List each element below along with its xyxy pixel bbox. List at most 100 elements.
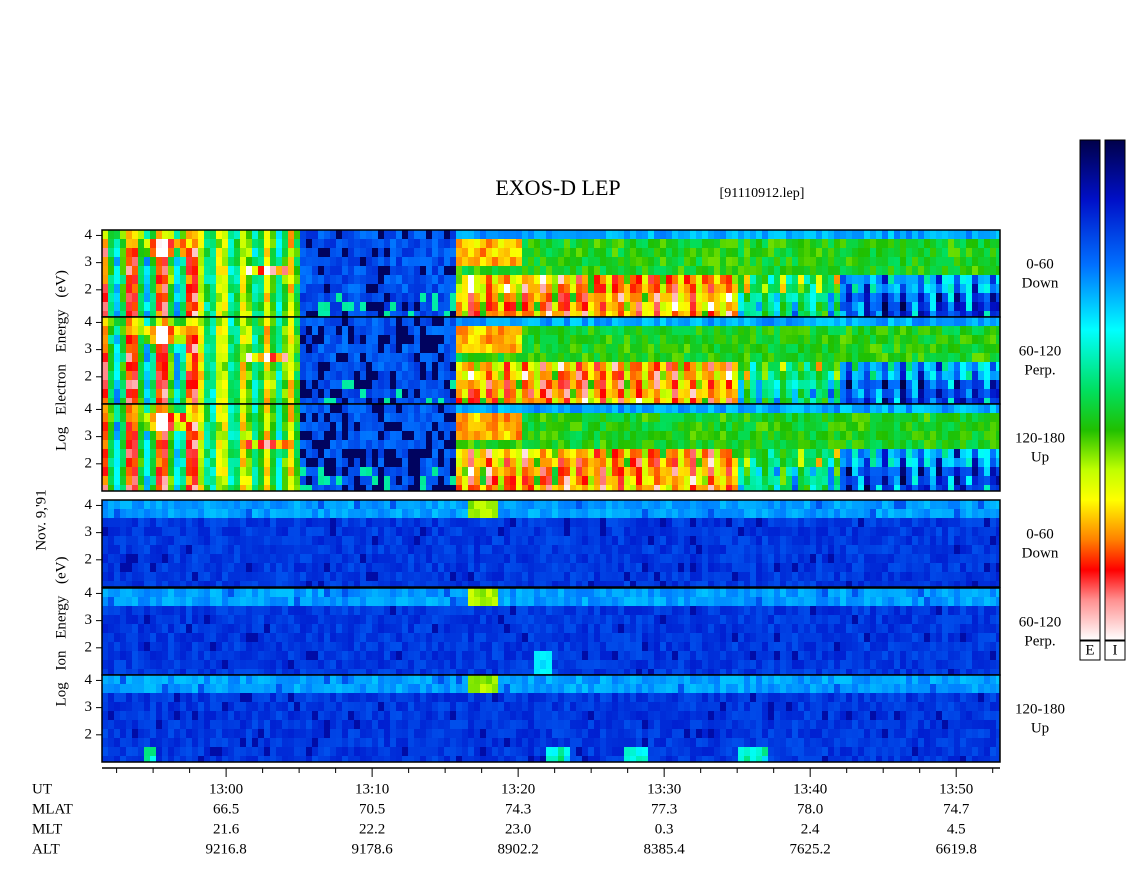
spectrogram-cell — [360, 248, 366, 257]
spectrogram-cell — [276, 317, 282, 326]
spectrogram-cell — [114, 413, 120, 422]
spectrogram-cell — [390, 398, 396, 404]
spectrogram-cell — [810, 317, 816, 326]
spectrogram-cell — [948, 431, 954, 440]
spectrogram-cell — [300, 509, 306, 518]
spectrogram-cell — [990, 317, 996, 326]
spectrogram-cell — [666, 302, 672, 311]
spectrogram-cell — [366, 572, 372, 581]
spectrogram-cell — [246, 317, 252, 326]
spectrogram-cell — [462, 230, 468, 239]
spectrogram-cell — [780, 335, 786, 344]
spectrogram-cell — [294, 527, 300, 536]
spectrogram-cell — [708, 302, 714, 311]
spectrogram-cell — [954, 458, 960, 467]
spectrogram-cell — [960, 398, 966, 404]
spectrogram-cell — [726, 449, 732, 458]
spectrogram-cell — [384, 353, 390, 362]
spectrogram-cell — [528, 284, 534, 293]
spectrogram-cell — [504, 302, 510, 311]
spectrogram-cell — [738, 380, 744, 389]
spectrogram-cell — [174, 431, 180, 440]
spectrogram-cell — [330, 302, 336, 311]
spectrogram-cell — [714, 239, 720, 248]
spectrogram-cell — [390, 485, 396, 491]
spectrogram-cell — [126, 311, 132, 317]
spectrogram-cell — [312, 476, 318, 485]
spectrogram-cell — [282, 476, 288, 485]
spectrogram-cell — [396, 302, 402, 311]
spectrogram-cell — [372, 230, 378, 239]
spectrogram-cell — [678, 413, 684, 422]
spectrogram-cell — [828, 440, 834, 449]
spectrogram-cell — [558, 335, 564, 344]
spectrogram-cell — [156, 326, 162, 335]
spectrogram-cell — [240, 344, 246, 353]
spectrogram-cell — [582, 317, 588, 326]
spectrogram-cell — [288, 239, 294, 248]
spectrogram-cell — [552, 440, 558, 449]
spectrogram-cell — [306, 371, 312, 380]
spectrogram-cell — [864, 422, 870, 431]
spectrogram-cell — [462, 275, 468, 284]
spectrogram-cell — [378, 440, 384, 449]
spectrogram-cell — [990, 230, 996, 239]
spectrogram-cell — [276, 353, 282, 362]
spectrogram-cell — [282, 389, 288, 398]
spectrogram-cell — [732, 440, 738, 449]
spectrogram-cell — [330, 326, 336, 335]
spectrogram-cell — [162, 275, 168, 284]
spectrogram-cell — [576, 275, 582, 284]
spectrogram-cell — [420, 458, 426, 467]
spectrogram-cell — [228, 230, 234, 239]
spectrogram-cell — [522, 302, 528, 311]
spectrogram-cell — [408, 239, 414, 248]
spectrogram-cell — [216, 362, 222, 371]
spectrogram-cell — [606, 398, 612, 404]
spectrogram-cell — [966, 257, 972, 266]
spectrogram-cell — [144, 422, 150, 431]
spectrogram-cell — [528, 380, 534, 389]
spectrogram-cell — [186, 431, 192, 440]
spectrogram-cell — [438, 275, 444, 284]
spectrogram-cell — [648, 266, 654, 275]
spectrogram-cell — [726, 293, 732, 302]
spectrogram-cell — [258, 275, 264, 284]
spectrogram-cell — [588, 380, 594, 389]
spectrogram-cell — [510, 335, 516, 344]
spectrogram-cell — [294, 380, 300, 389]
spectrogram-cell — [204, 302, 210, 311]
spectrogram-cell — [732, 449, 738, 458]
spectrogram-cell — [630, 335, 636, 344]
spectrogram-cell — [144, 440, 150, 449]
spectrogram-cell — [960, 458, 966, 467]
spectrogram-cell — [576, 353, 582, 362]
spectrogram-cell — [612, 413, 618, 422]
spectrogram-cell — [468, 239, 474, 248]
spectrogram-cell — [666, 458, 672, 467]
spectrogram-cell — [510, 389, 516, 398]
spectrogram-cell — [342, 344, 348, 353]
spectrogram-cell — [888, 422, 894, 431]
spectrogram-cell — [450, 335, 456, 344]
spectrogram-cell — [864, 353, 870, 362]
spectrogram-cell — [258, 230, 264, 239]
spectrogram-cell — [684, 467, 690, 476]
spectrogram-cell — [162, 362, 168, 371]
spectrogram-cell — [708, 317, 714, 326]
spectrogram-cell — [816, 422, 822, 431]
spectrogram-cell — [798, 275, 804, 284]
spectrogram-cell — [414, 404, 420, 413]
spectrogram-cell — [672, 413, 678, 422]
spectrogram-cell — [930, 275, 936, 284]
spectrogram-cell — [672, 257, 678, 266]
spectrogram-cell — [456, 422, 462, 431]
spectrogram-cell — [876, 284, 882, 293]
spectrogram-cell — [456, 266, 462, 275]
spectrogram-cell — [702, 467, 708, 476]
spectrogram-cell — [588, 293, 594, 302]
spectrogram-cell — [114, 230, 120, 239]
spectrogram-cell — [168, 581, 174, 587]
spectrogram-cell — [930, 380, 936, 389]
spectrogram-cell — [894, 344, 900, 353]
